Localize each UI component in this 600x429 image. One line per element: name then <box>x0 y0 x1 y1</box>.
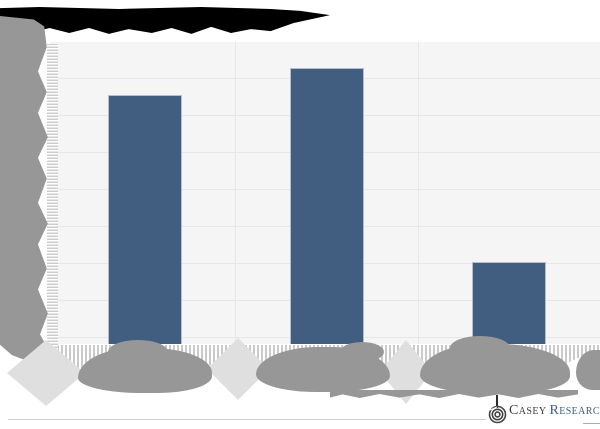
redaction-xlabel-blob-1 <box>78 340 212 393</box>
redaction-blob-bump <box>340 342 384 362</box>
vertical-gridline <box>235 42 236 344</box>
bar-category-1 <box>108 95 182 344</box>
logo-text-casey: Casey <box>509 403 547 418</box>
redaction-y-axis-blob <box>0 16 48 362</box>
redaction-xlabel-blob-2 <box>256 342 390 392</box>
bar-category-2 <box>290 68 364 344</box>
redaction-xlabel-blob-3 <box>420 336 570 394</box>
footer-divider-line <box>8 419 486 420</box>
logo-stem <box>496 395 498 408</box>
redaction-source-line-blob <box>330 390 578 398</box>
footer-divider-line-right <box>583 423 600 424</box>
redaction-xlabel-blob-4 <box>576 350 600 390</box>
redaction-blob-bump <box>450 336 510 360</box>
redaction-blob-bump <box>108 340 168 364</box>
logo-text-research: Research <box>549 403 600 418</box>
casey-research-logo: CaseyResearch <box>488 395 600 427</box>
spiral-coil-icon <box>488 405 507 424</box>
vertical-gridline <box>418 42 419 344</box>
bar-category-3 <box>472 262 546 344</box>
redaction-title-blob <box>0 7 330 34</box>
logo-wordmark: CaseyResearch <box>509 403 600 419</box>
y-axis-tick-stripe-band <box>47 44 58 360</box>
plot-area <box>50 42 600 344</box>
